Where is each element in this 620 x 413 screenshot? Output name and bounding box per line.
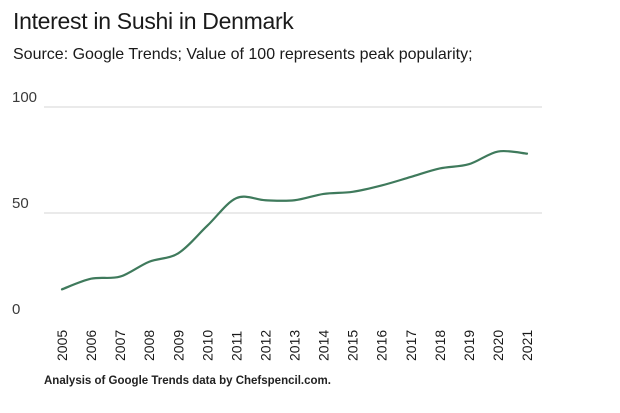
x-tick-label: 2018 xyxy=(432,330,448,361)
x-tick-label: 2014 xyxy=(316,330,332,361)
chart-subtitle: Source: Google Trends; Value of 100 repr… xyxy=(13,46,473,63)
x-tick-label: 2020 xyxy=(490,330,506,361)
x-tick-label: 2012 xyxy=(257,330,273,361)
x-tick-label: 2016 xyxy=(374,330,390,361)
x-tick-label: 2013 xyxy=(287,330,303,361)
x-tick-label: 2019 xyxy=(461,330,477,361)
x-axis-ticks: 2005 2006 2007 2008 2009 2010 2011 2012 2013 2014… xyxy=(54,330,535,361)
gridlines xyxy=(44,106,542,214)
y-tick-label: 0 xyxy=(12,301,20,318)
x-tick-label: 2011 xyxy=(228,331,244,361)
y-tick-label: 100 xyxy=(12,89,37,106)
x-tick-label: 2007 xyxy=(112,330,128,361)
x-tick-label: 2015 xyxy=(345,330,361,361)
x-tick-label: 2017 xyxy=(403,330,419,361)
x-tick-label: 2008 xyxy=(141,330,157,361)
x-tick-label: 2009 xyxy=(170,330,186,361)
x-tick-label: 2021 xyxy=(519,330,535,361)
x-tick-label: 2006 xyxy=(83,330,99,361)
chart-title: Interest in Sushi in Denmark xyxy=(13,8,294,34)
chart-footer: Analysis of Google Trends data by Chefsp… xyxy=(44,375,331,387)
series-line xyxy=(60,149,529,291)
x-tick-label: 2005 xyxy=(54,330,70,361)
x-tick-label: 2010 xyxy=(199,330,215,361)
y-axis-ticks: 0 50 100 xyxy=(12,89,37,318)
y-tick-label: 50 xyxy=(12,195,29,212)
